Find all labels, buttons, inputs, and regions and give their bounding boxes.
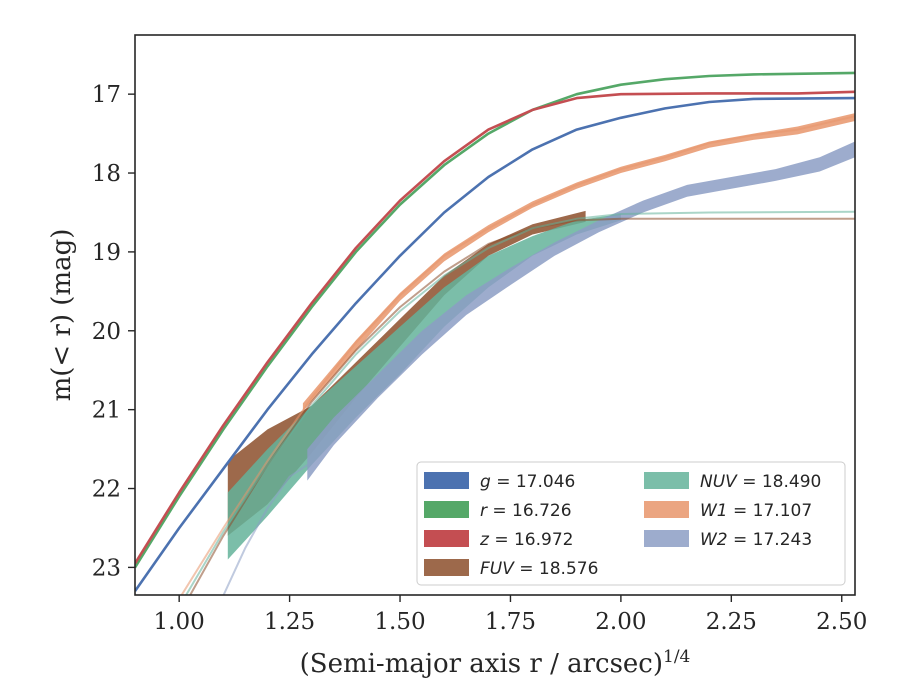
x-tick-label: 2.00 <box>595 609 646 635</box>
legend-label-W2: W2 = 17.243 <box>700 530 812 550</box>
legend: g = 17.046 r = 16.726 z = 16.972 FUV = 18.5… <box>416 461 846 586</box>
legend-frame <box>416 461 846 586</box>
plot-frame <box>134 34 856 596</box>
x-tick-label: 1.50 <box>374 609 425 635</box>
band-W2 <box>307 141 855 481</box>
x-axis-label-superscript: 1/4 <box>663 647 690 667</box>
line-W2 <box>222 464 308 595</box>
y-tick-label: 19 <box>92 240 121 266</box>
line-g <box>135 96 855 592</box>
y-tick-label: 17 <box>92 82 121 108</box>
legend-label-z: z = 16.972 <box>479 530 573 550</box>
legend-label-g: g = 17.046 <box>480 472 575 492</box>
y-axis-label: m(< r) (mag) <box>47 229 77 402</box>
line-NUV <box>184 210 855 595</box>
legend-label-W1: W1 = 17.107 <box>700 501 812 521</box>
plot-area <box>135 71 855 595</box>
x-axis-label: (Semi-major axis r / arcsec)1/4 <box>300 647 691 679</box>
y-axis: 17 18 19 20 21 22 23 <box>92 82 135 581</box>
legend-swatch-NUV <box>644 472 689 489</box>
legend-label-NUV: NUV = 18.490 <box>700 472 821 492</box>
x-tick-label: 2.25 <box>706 609 757 635</box>
x-tick-label: 1.75 <box>485 609 536 635</box>
line-W1 <box>180 115 855 595</box>
y-tick-label: 20 <box>92 319 121 345</box>
x-tick-label: 2.50 <box>816 609 867 635</box>
y-tick-label: 21 <box>92 398 121 424</box>
y-tick-label: 18 <box>92 161 121 187</box>
legend-swatch-z <box>424 530 469 547</box>
legend-swatch-r <box>424 501 469 518</box>
legend-swatch-W2 <box>644 530 689 547</box>
line-r <box>135 71 855 569</box>
legend-label-r: r = 16.726 <box>480 501 572 521</box>
legend-swatch-W1 <box>644 501 689 518</box>
y-tick-label: 22 <box>92 477 121 503</box>
legend-swatch-FUV <box>424 559 469 576</box>
y-tick-label: 23 <box>92 555 121 581</box>
line-z <box>135 90 855 565</box>
x-tick-label: 1.25 <box>264 609 315 635</box>
legend-label-FUV: FUV = 18.576 <box>480 559 598 579</box>
x-axis: 1.00 1.25 1.50 1.75 2.00 2.25 2.50 <box>154 595 867 635</box>
legend-swatch-g <box>424 472 469 489</box>
x-tick-label: 1.00 <box>154 609 205 635</box>
